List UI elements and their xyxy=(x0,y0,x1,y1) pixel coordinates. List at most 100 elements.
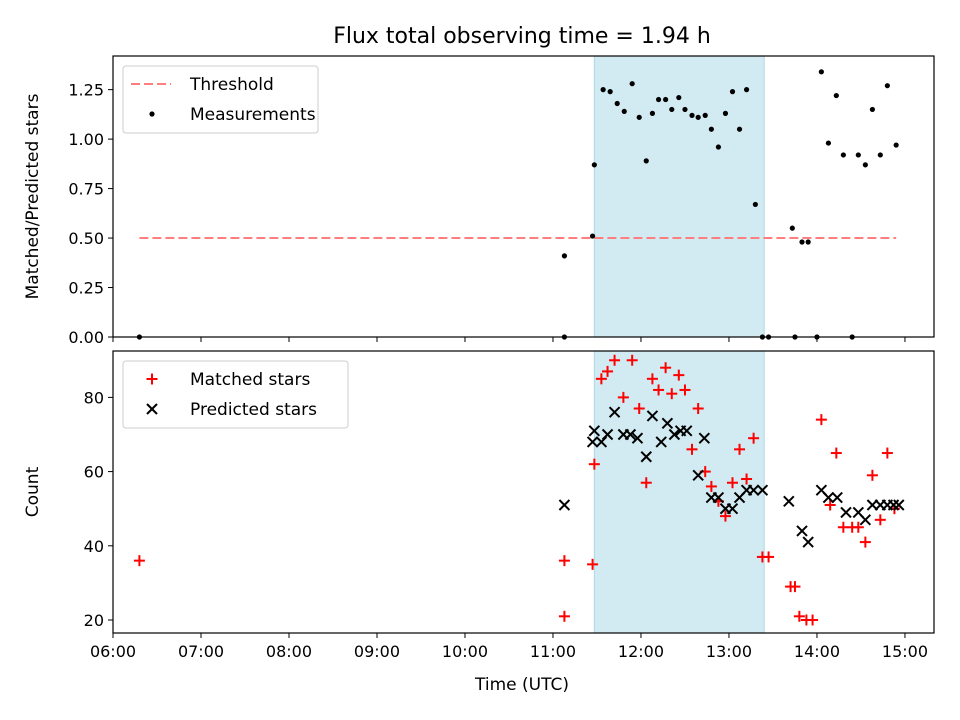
bottom-point-0-29 xyxy=(763,551,775,563)
bottom-point-0-6 xyxy=(602,365,614,377)
bottom-point-1-2-b xyxy=(588,425,601,437)
bottom-point-0-32 xyxy=(793,610,805,622)
top-point-0-12 xyxy=(649,110,656,116)
bottom-panel: 20 40 60 80 06:00 07:00 08:00 09:00 10:00 11:00 12… xyxy=(23,350,935,661)
bottom-point-0-4 xyxy=(588,458,600,470)
bottom-point-0-25 xyxy=(734,443,746,455)
bottom-point-0-0 xyxy=(133,555,145,567)
bottom-point-1-1 xyxy=(586,436,599,448)
top-point-0-10 xyxy=(636,114,642,120)
bottom-frame xyxy=(112,350,935,634)
bottom-point-0-8 xyxy=(617,391,629,403)
bottom-point-1-31 xyxy=(831,491,843,504)
top-point-0-25 xyxy=(736,126,743,132)
top-point-0-6 xyxy=(607,89,613,95)
top-point-0-41 xyxy=(862,162,868,168)
x-tick-label-2: 08:00 xyxy=(266,642,312,661)
top-y-tick-label-1: 0.25 xyxy=(68,279,104,298)
bottom-point-0-18 xyxy=(686,443,698,455)
top-observing-window xyxy=(593,55,765,338)
bottom-legend-key-1-b xyxy=(146,403,158,415)
top-frame xyxy=(112,55,935,338)
bottom-point-1-8-b xyxy=(631,432,644,444)
bottom-point-0-44 xyxy=(881,447,893,459)
top-point-0-32 xyxy=(799,239,805,245)
top-point-0-14 xyxy=(663,96,669,103)
bottom-legend-box xyxy=(122,360,349,429)
top-legend-box xyxy=(122,65,319,134)
bottom-point-1-13-b xyxy=(668,428,681,441)
bottom-point-0-42 xyxy=(866,469,878,481)
top-point-0-43 xyxy=(877,152,883,158)
top-point-0-27 xyxy=(752,201,758,208)
bottom-point-1-27-b xyxy=(796,525,808,537)
bottom-point-1-21-b xyxy=(726,502,739,515)
bottom-point-1-24 xyxy=(747,484,760,496)
bottom-point-0-24 xyxy=(726,477,738,489)
top-panel: 0.00 0.25 0.50 0.75 1.00 1.25 Matched/Predicte… xyxy=(23,55,935,347)
top-point-0-35 xyxy=(818,69,824,75)
figure-title: Flux total observing time = 1.94 h xyxy=(333,24,711,49)
top-point-0-19 xyxy=(695,114,701,120)
top-series-0 xyxy=(136,69,899,340)
bottom-point-0-36 xyxy=(824,499,836,511)
bottom-point-1-39 xyxy=(893,499,905,511)
bottom-point-1-27 xyxy=(796,525,808,537)
bottom-point-1-30 xyxy=(822,491,835,504)
bottom-point-1-2 xyxy=(588,425,601,437)
top-point-0-40 xyxy=(855,152,861,158)
bottom-point-0-19 xyxy=(692,403,704,415)
bottom-point-1-5-b xyxy=(608,406,621,418)
bottom-point-1-16 xyxy=(692,469,704,482)
x-tick-label-4: 10:00 xyxy=(442,642,488,661)
bottom-point-1-7 xyxy=(624,428,637,441)
bottom-point-1-33-b xyxy=(852,506,865,519)
bottom-point-1-34 xyxy=(859,514,872,526)
bottom-point-0-37 xyxy=(830,447,842,459)
bottom-point-0-27 xyxy=(748,432,760,444)
bottom-point-0-7 xyxy=(609,354,621,366)
top-legend-label-0: Threshold xyxy=(189,75,274,95)
top-point-0-24 xyxy=(729,89,736,95)
top-point-0-38 xyxy=(840,152,846,158)
top-point-0-9 xyxy=(629,81,635,87)
top-point-0-4 xyxy=(591,162,597,168)
bottom-point-1-5 xyxy=(608,406,621,418)
bottom-point-1-19 xyxy=(712,491,725,504)
bottom-point-1-26-b xyxy=(783,495,795,507)
top-point-0-33 xyxy=(805,239,811,245)
top-point-0-22 xyxy=(715,144,722,150)
bottom-point-0-15 xyxy=(666,388,678,400)
bottom-point-1-4 xyxy=(601,428,614,441)
top-point-0-3 xyxy=(589,233,596,239)
bottom-point-0-5 xyxy=(595,373,607,385)
bottom-legend: Matched stars Predicted stars xyxy=(122,360,349,429)
bottom-point-1-28 xyxy=(802,536,814,548)
bottom-point-1-15-b xyxy=(681,425,693,437)
bottom-legend-label-1: Predicted stars xyxy=(190,400,317,420)
top-point-0-23 xyxy=(722,110,729,116)
bottom-point-1-39-b xyxy=(893,499,905,511)
bottom-y-axis-label: Count xyxy=(23,466,43,517)
bottom-point-0-35 xyxy=(815,414,827,426)
bottom-y-tick-label-2: 60 xyxy=(84,463,104,482)
x-tick-label-8: 14:00 xyxy=(794,642,840,661)
bottom-point-0-3 xyxy=(587,558,599,570)
bottom-point-0-9 xyxy=(626,354,638,366)
x-tick-label-1: 07:00 xyxy=(178,642,224,661)
bottom-point-1-17-b xyxy=(698,432,711,444)
bottom-point-0-14 xyxy=(660,362,672,374)
bottom-y-tick-label-3: 80 xyxy=(84,388,104,407)
top-point-0-17 xyxy=(682,106,688,113)
top-point-0-11 xyxy=(643,158,649,164)
bottom-point-1-19-b xyxy=(712,491,725,504)
bottom-point-1-10 xyxy=(646,410,659,422)
top-point-0-26 xyxy=(743,87,750,93)
top-point-0-20 xyxy=(702,112,708,118)
top-y-tick-label-4: 1.00 xyxy=(68,130,104,149)
x-tick-label-3: 09:00 xyxy=(354,642,400,661)
bottom-point-1-29-b xyxy=(815,484,828,496)
top-y-axis-label: Matched/Predicted stars xyxy=(23,93,43,299)
bottom-point-1-1-b xyxy=(586,436,599,448)
